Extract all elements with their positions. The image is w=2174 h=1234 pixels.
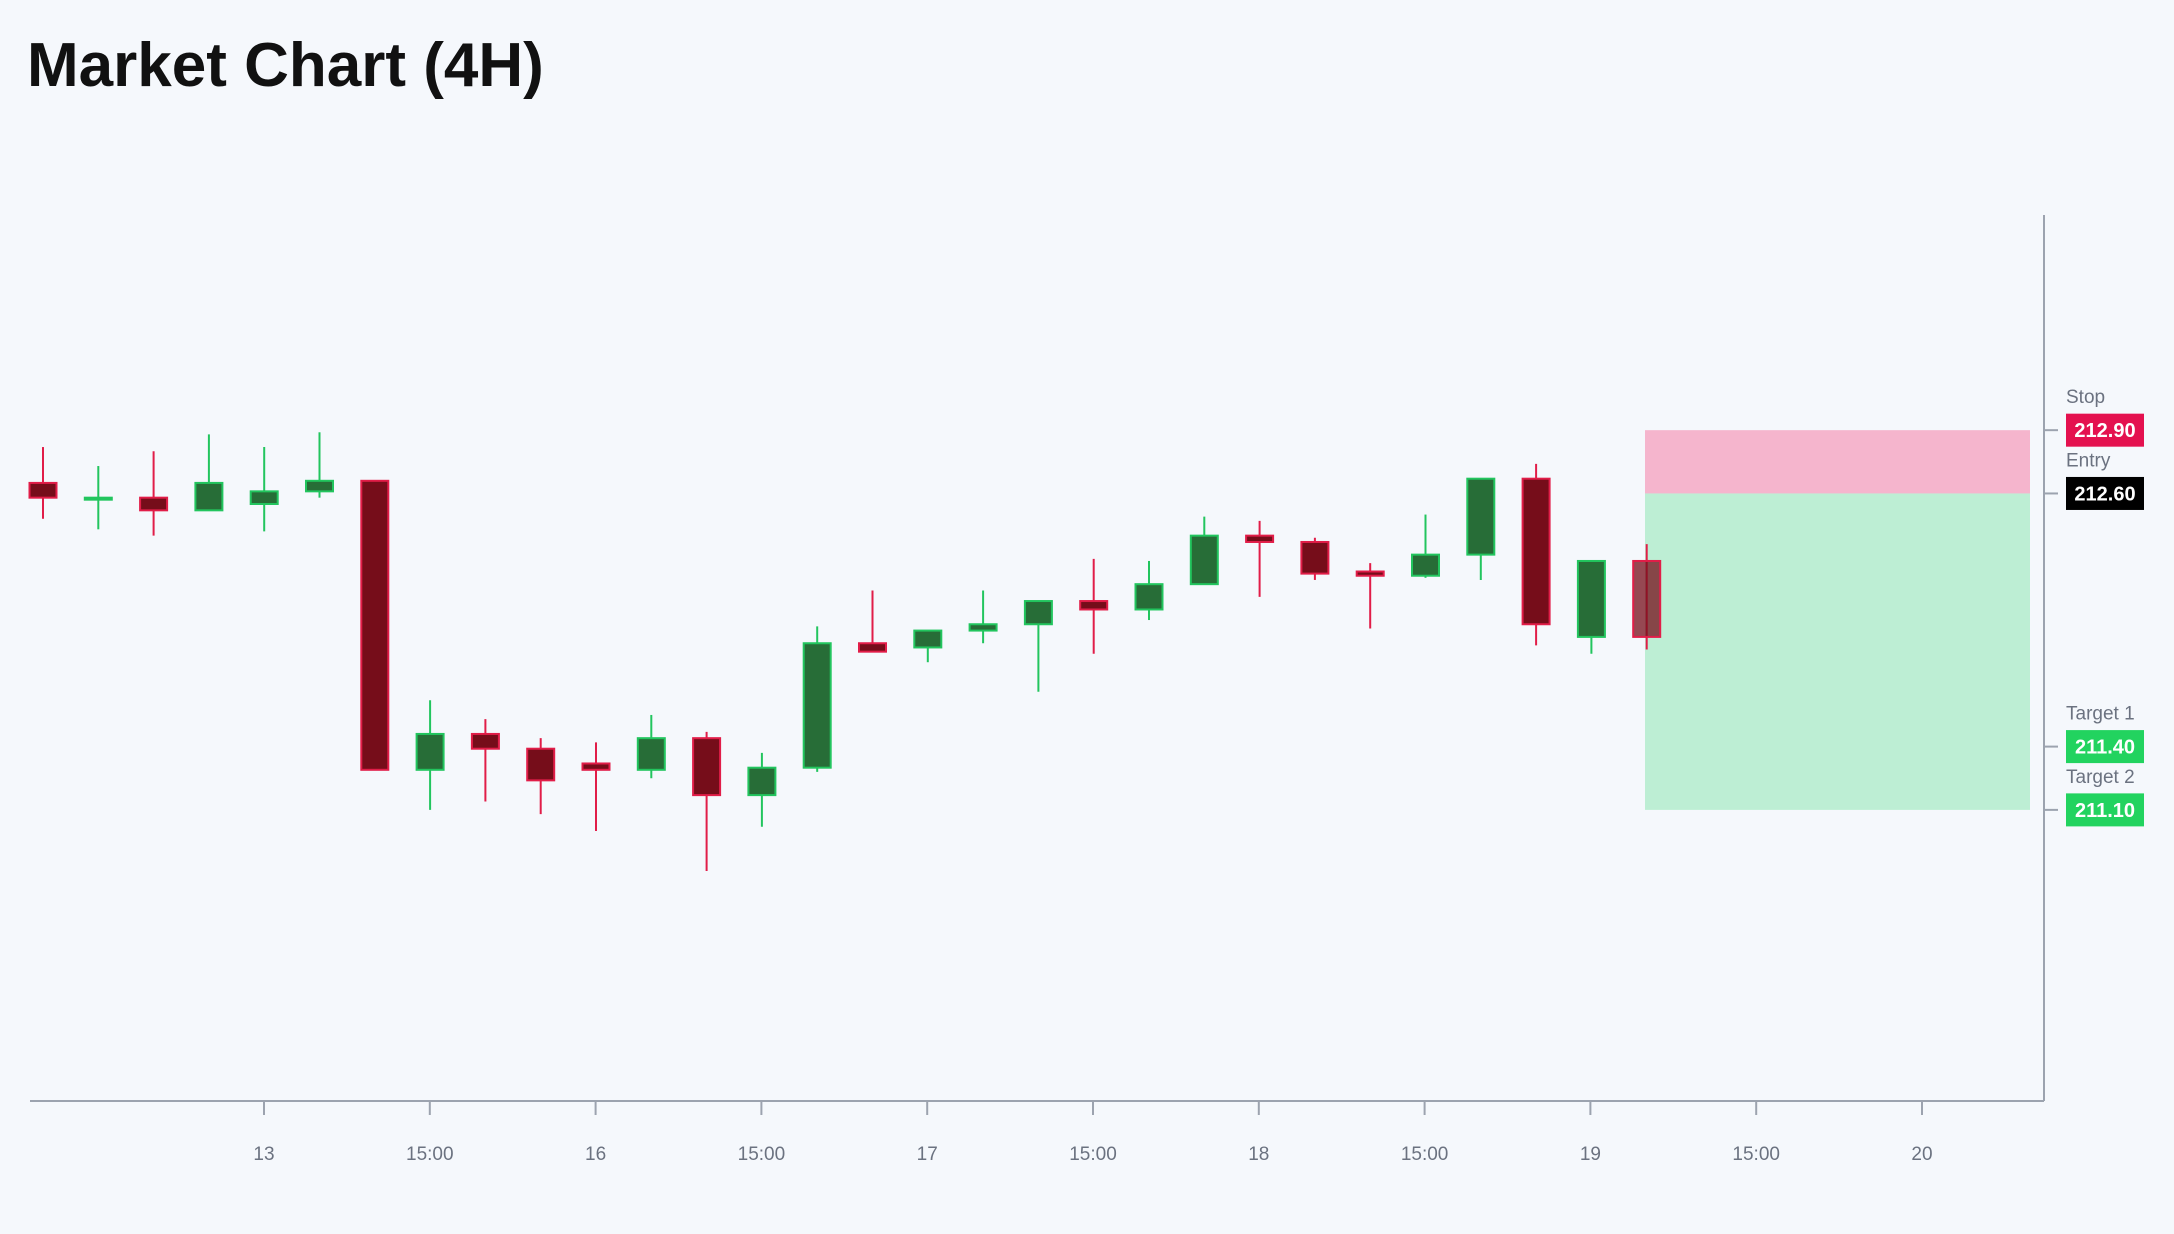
candle (747, 752, 777, 827)
candle (1355, 563, 1385, 629)
candles (28, 432, 1662, 872)
candle-body (1245, 534, 1275, 543)
candle (636, 714, 666, 779)
chart-title: Market Chart (4H) (27, 31, 544, 100)
x-tick-label: 15:00 (406, 1144, 454, 1165)
candle-body (747, 766, 777, 797)
target-2-badge (2066, 793, 2144, 827)
candle-body (28, 481, 58, 499)
candle (360, 479, 390, 771)
candle-body (1134, 583, 1164, 611)
target-2-value: 211.10 (2075, 800, 2135, 822)
entry-badge (2066, 476, 2144, 510)
stop-label: Stop (2066, 387, 2105, 408)
candle (692, 731, 722, 872)
x-tick-label: 17 (917, 1144, 938, 1165)
candle-body (139, 496, 169, 512)
candle (470, 719, 500, 802)
candle-body (83, 496, 113, 501)
candle-body (1411, 553, 1440, 577)
candle-body (249, 490, 279, 506)
candle-body (1189, 534, 1219, 586)
candle (139, 451, 169, 536)
candle-body (802, 642, 832, 769)
candle (1576, 559, 1606, 654)
candle (415, 700, 445, 810)
candle-body (305, 479, 334, 493)
candle (858, 590, 887, 653)
entry-label: Entry (2066, 450, 2111, 471)
x-tick-label: 16 (585, 1144, 606, 1165)
candle-body (1576, 559, 1606, 638)
candle (1189, 516, 1219, 586)
candle-body (581, 762, 611, 771)
stop-zone (1645, 430, 2030, 494)
candle-body (913, 629, 943, 649)
candle-body (636, 737, 666, 771)
x-tick-label: 18 (1248, 1144, 1269, 1165)
candle (1521, 463, 1551, 646)
target-1-badge (2066, 730, 2144, 764)
target-zone (1645, 493, 2030, 810)
axes: 13 15:00 16 15:00 17 15:00 18 15:00 19 15:00 20 (30, 215, 2045, 1165)
candle-body (968, 623, 998, 632)
candle-body (1521, 477, 1551, 626)
candle (581, 742, 611, 831)
candle (913, 629, 943, 663)
candle (249, 447, 279, 532)
target-1-value: 211.40 (2075, 737, 2135, 759)
price-levels: Stop 212.90 Entry 212.60 Target 1 211.40 Targe… (2044, 387, 2144, 827)
x-tick-label: 19 (1580, 1144, 1601, 1165)
candle-body (1466, 477, 1496, 556)
candle (1079, 558, 1109, 654)
target-2-label: Target 2 (2066, 767, 2135, 788)
candle-body (194, 481, 224, 512)
candle (1411, 514, 1440, 578)
candle-body (526, 747, 556, 782)
candle-body (692, 737, 722, 797)
x-tick-label: 15:00 (1069, 1144, 1117, 1165)
entry-value: 212.60 (2074, 483, 2135, 505)
candle (194, 434, 224, 512)
candle-body (1079, 600, 1109, 611)
candle-body (858, 642, 887, 653)
candle-body (360, 479, 390, 771)
candle (1466, 477, 1496, 580)
stop-value: 212.90 (2074, 420, 2135, 442)
candle (968, 590, 998, 644)
candle (526, 738, 556, 815)
candle-body (415, 732, 445, 771)
x-tick-label: 15:00 (738, 1144, 786, 1165)
candle (305, 432, 334, 498)
x-tick-label: 20 (1911, 1144, 1932, 1165)
candle (1134, 560, 1164, 621)
candle (28, 447, 58, 519)
candle (802, 626, 832, 772)
candle (1300, 537, 1330, 580)
x-tick-label: 15:00 (1732, 1144, 1780, 1165)
trade-zones (1645, 430, 2030, 810)
candle-body (1632, 559, 1662, 638)
candle (1632, 544, 1662, 650)
candle-body (1355, 570, 1385, 577)
x-tick-label: 15:00 (1401, 1144, 1449, 1165)
x-tick-label: 13 (253, 1144, 274, 1165)
candle (1245, 520, 1275, 597)
candle (83, 466, 113, 530)
candle-body (1023, 600, 1053, 626)
candle (1023, 600, 1053, 692)
candle-body (470, 732, 500, 750)
stop-badge (2066, 413, 2144, 447)
target-1-label: Target 1 (2066, 704, 2135, 725)
candle-body (1300, 540, 1330, 575)
